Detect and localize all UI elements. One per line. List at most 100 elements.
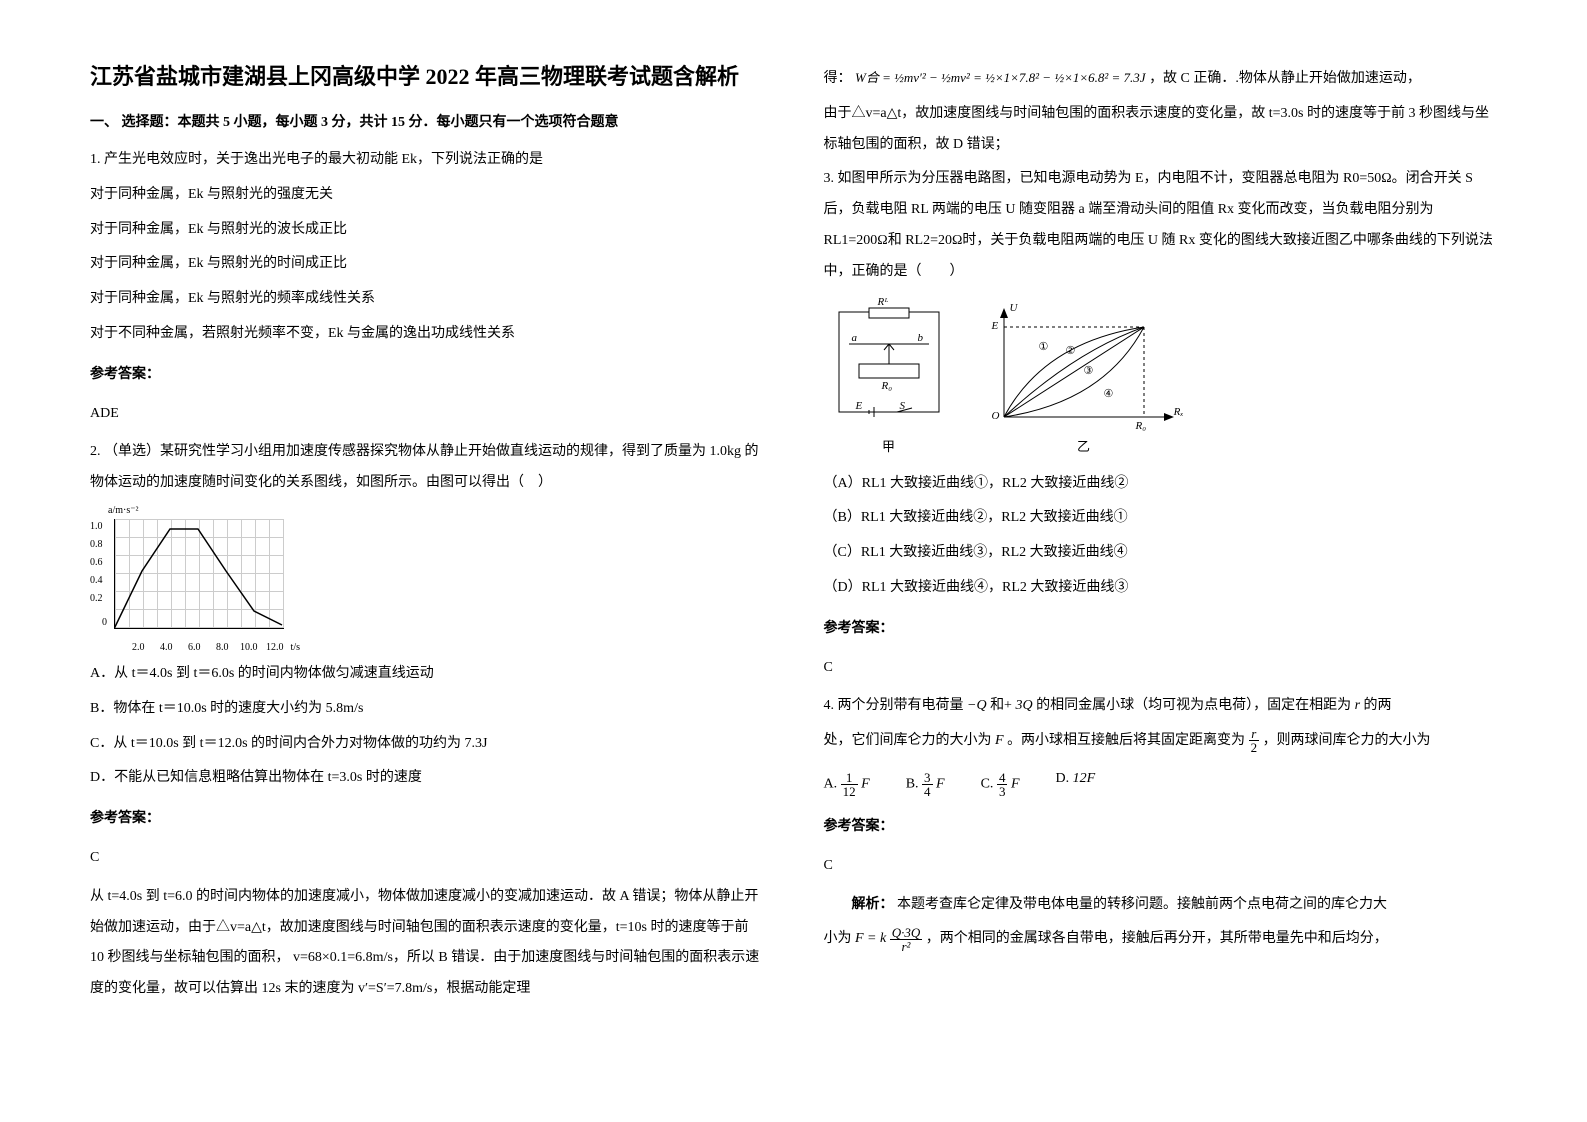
q2-formula-line: 得： W合 = ½mv′² − ½mv² = ½×1×7.8² − ½×1×6.… xyxy=(824,64,1498,95)
od-lbl: D. xyxy=(1056,771,1070,786)
section-1-header: 一、 选择题：本题共 5 小题，每小题 3 分，共计 15 分．每小题只有一个选… xyxy=(90,111,764,131)
lbl-a: a xyxy=(852,332,858,344)
q4-options-row: A. 112 F B. 34 F C. 43 F D. 12F xyxy=(824,771,1498,798)
q4-opt-c: C. 43 F xyxy=(981,771,1020,798)
q4-s1: 4. 两个分别带有电荷量 xyxy=(824,698,964,713)
ob-lbl: B. xyxy=(906,777,919,792)
curve-2: ② xyxy=(1066,344,1076,357)
q3-opt-c: （C）RL1 大致接近曲线③，RL2 大致接近曲线④ xyxy=(824,538,1498,569)
q4-and: 和+ xyxy=(990,698,1012,713)
q2-opt-d: D．不能从已知信息粗略估算出物体在 t=3.0s 时的速度 xyxy=(90,763,764,794)
q4-posq: 3Q xyxy=(1015,698,1032,713)
q1-opt-c: 对于同种金属，Ek 与照射光的时间成正比 xyxy=(90,249,764,280)
q2-opt-b: B．物体在 t＝10.0s 时的速度大小约为 5.8m/s xyxy=(90,694,764,725)
oc-n: 4 xyxy=(997,771,1008,785)
q2-opt-c: C．从 t＝10.0s 到 t＝12.0s 的时间内合外力对物体做的功约为 7.… xyxy=(90,729,764,760)
q4-explain-line1: 解析： 本题考查库仑定律及带电体电量的转移问题。接触前两个点电荷之间的库仑力大 xyxy=(824,890,1498,921)
xtick-3: 6.0 xyxy=(188,642,201,653)
q2-formula: W合 = ½mv′² − ½mv² = ½×1×7.8² − ½×1×6.8² … xyxy=(855,70,1146,85)
graph-panel: U E O R₀ Rₓ ① ② ③ ④ 乙 xyxy=(984,302,1184,455)
q4-ex2p: 小为 xyxy=(824,931,852,946)
formula-prefix: 得： xyxy=(824,71,852,86)
q2-explain-2: 由于△v=a△t，故加速度图线与时间轴包围的面积表示速度的变化量，故 t=3.0… xyxy=(824,99,1498,161)
lbl-U: U xyxy=(1010,302,1018,314)
xtick-2: 4.0 xyxy=(160,642,173,653)
xtick-5: 10.0 xyxy=(240,642,258,653)
ytick-4: 0.4 xyxy=(90,575,103,586)
lbl-Rx: Rₓ xyxy=(1174,406,1184,418)
xtick-1: 2.0 xyxy=(132,642,145,653)
q3-answer-label: 参考答案： xyxy=(824,614,1498,645)
circuit-label-jia: 甲 xyxy=(824,436,954,455)
lbl-E2: E xyxy=(992,320,999,332)
q1-answer-label: 参考答案： xyxy=(90,360,764,391)
q1-opt-d: 对于同种金属，Ek 与照射光的频率成线性关系 xyxy=(90,284,764,315)
curve-1: ① xyxy=(1039,340,1049,353)
graph-box-yi: U E O R₀ Rₓ ① ② ③ ④ xyxy=(984,302,1184,432)
chart-y-title: a/m·s⁻² xyxy=(108,505,139,516)
q4-F: F xyxy=(995,733,1004,748)
explain-label: 解析： xyxy=(852,897,894,912)
q4-f2: F = k xyxy=(855,931,886,946)
chart-x-title: t/s xyxy=(291,642,300,653)
q4-ex1: 本题考查库仑定律及带电体电量的转移问题。接触前两个点电荷之间的库仑力大 xyxy=(897,897,1387,912)
formula-suffix: ，故 C 正确．.物体从静止开始做加速运动， xyxy=(1149,71,1421,86)
q3-opt-a: （A）RL1 大致接近曲线①，RL2 大致接近曲线② xyxy=(824,469,1498,500)
q4-answer: C xyxy=(824,851,1498,882)
q2-opt-a: A．从 t＝4.0s 到 t＝6.0s 的时间内物体做匀减速直线运动 xyxy=(90,659,764,690)
lbl-RL: Rᴸ xyxy=(878,296,889,308)
q4-opt-d: D. 12F xyxy=(1056,771,1096,798)
q4-s4: 处，它们间库仑力的大小为 xyxy=(824,733,992,748)
lbl-O: O xyxy=(992,410,1000,422)
f2d: r² xyxy=(890,940,923,953)
lbl-E: E xyxy=(856,400,863,412)
q4-opt-a: A. 112 F xyxy=(824,771,870,798)
q3-answer: C xyxy=(824,653,1498,684)
oa-d: 12 xyxy=(841,785,858,798)
oa-n: 1 xyxy=(841,771,858,785)
chart-curve xyxy=(114,521,284,629)
lbl-b: b xyxy=(918,332,924,344)
lbl-R0b: R₀ xyxy=(1136,420,1147,432)
oa-lbl: A. xyxy=(824,777,838,792)
lbl-S: S xyxy=(900,400,906,412)
q4-s3: 的两 xyxy=(1364,698,1392,713)
q4-opt-b: B. 34 F xyxy=(906,771,945,798)
right-column: 得： W合 = ½mv′² − ½mv² = ½×1×7.8² − ½×1×6.… xyxy=(824,60,1498,1062)
curve-4: ④ xyxy=(1104,387,1114,400)
circuit-panel: Rᴸ a b R₀ E S 甲 xyxy=(824,302,954,455)
doc-title: 江苏省盐城市建湖县上冈高级中学 2022 年高三物理联考试题含解析 xyxy=(90,60,764,93)
xtick-6: 12.0 xyxy=(266,642,284,653)
q4-ex2s: ，两个相同的金属球各自带电，接触后再分开，其所带电量先中和后均分， xyxy=(926,931,1388,946)
ytick-1: 1.0 xyxy=(90,521,103,532)
frac-num: r xyxy=(1249,727,1260,741)
ob-f: F xyxy=(936,777,945,792)
oa-f: F xyxy=(861,777,870,792)
oc-d: 3 xyxy=(997,785,1008,798)
q4-negq: −Q xyxy=(967,698,987,713)
q1-opt-a: 对于同种金属，Ek 与照射光的强度无关 xyxy=(90,180,764,211)
q4-s2: 的相同金属小球（均可视为点电荷），固定在相距为 xyxy=(1036,698,1351,713)
q4-s5: 。两小球相互接触后将其固定距离变为 xyxy=(1007,733,1245,748)
q4-answer-label: 参考答案： xyxy=(824,812,1498,843)
q1-stem: 1. 产生光电效应时，关于逸出光电子的最大初动能 Ek，下列说法正确的是 xyxy=(90,145,764,176)
q2-answer-label: 参考答案： xyxy=(90,804,764,835)
q3-stem: 3. 如图甲所示为分压器电路图，已知电源电动势为 E，内电阻不计，变阻器总电阻为… xyxy=(824,164,1498,287)
q1-answer: ADE xyxy=(90,399,764,430)
half-r-frac: r 2 xyxy=(1249,727,1260,754)
xtick-4: 8.0 xyxy=(216,642,229,653)
q4-explain-line2: 小为 F = k Q·3Q r² ，两个相同的金属球各自带电，接触后再分开，其所… xyxy=(824,924,1498,955)
q3-opt-b: （B）RL1 大致接近曲线②，RL2 大致接近曲线① xyxy=(824,503,1498,534)
left-column: 江苏省盐城市建湖县上冈高级中学 2022 年高三物理联考试题含解析 一、 选择题… xyxy=(90,60,764,1062)
q3-diagram: Rᴸ a b R₀ E S 甲 xyxy=(824,302,1498,455)
q1-opt-b: 对于同种金属，Ek 与照射光的波长成正比 xyxy=(90,215,764,246)
q2-explain-1: 从 t=4.0s 到 t=6.0 的时间内物体的加速度减小，物体做加速度减小的变… xyxy=(90,882,764,1005)
circuit-svg xyxy=(824,302,954,432)
curve-3: ③ xyxy=(1084,364,1094,377)
q2-chart: a/m·s⁻² 1.0 0.8 0.6 0.4 0.2 0 2.0 4.0 6.… xyxy=(90,509,290,649)
oc-f: F xyxy=(1011,777,1020,792)
lbl-R0: R₀ xyxy=(882,380,893,392)
q4-r: r xyxy=(1355,698,1360,713)
f2n: Q·3Q xyxy=(890,926,923,940)
graph-label-yi: 乙 xyxy=(984,436,1184,455)
